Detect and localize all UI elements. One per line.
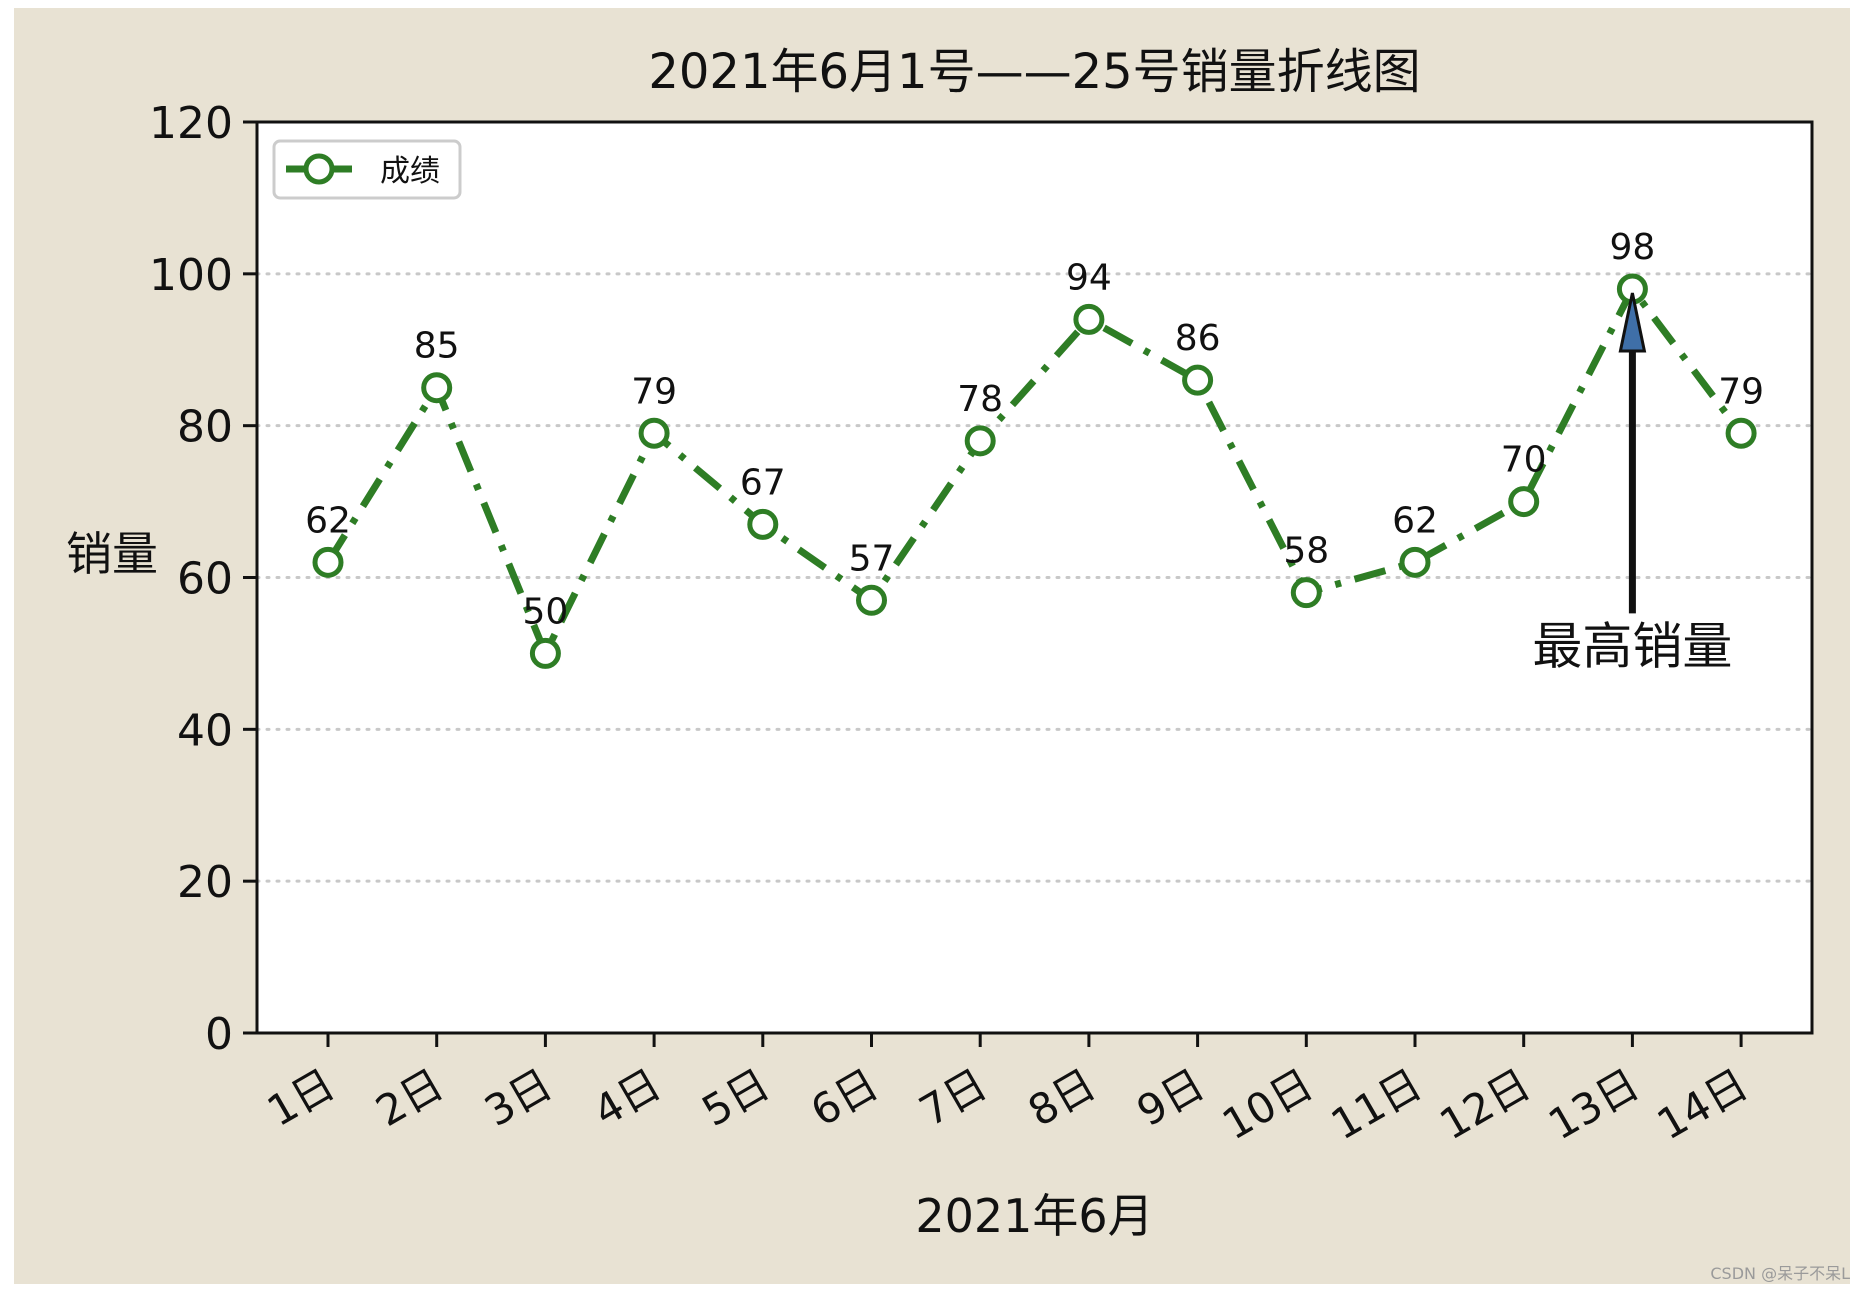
data-point xyxy=(421,372,453,404)
y-tick-label: 120 xyxy=(149,98,233,149)
y-tick-label: 80 xyxy=(177,402,233,453)
watermark: CSDN @呆子不呆L xyxy=(1710,1264,1850,1283)
data-label: 79 xyxy=(631,371,677,412)
plot-frame xyxy=(255,120,1814,1035)
data-label: 78 xyxy=(957,379,1003,420)
data-label: 62 xyxy=(1392,500,1438,541)
annotation-text: 最高销量 xyxy=(1532,617,1732,675)
data-point xyxy=(1290,577,1322,609)
data-label: 50 xyxy=(522,591,568,632)
data-point xyxy=(1399,546,1431,578)
data-label: 98 xyxy=(1609,227,1655,268)
y-tick-label: 0 xyxy=(205,1009,233,1060)
data-point xyxy=(312,546,344,578)
x-axis-label: 2021年6月 xyxy=(915,1189,1153,1243)
y-axis-label: 销量 xyxy=(66,527,158,581)
annotation-arrow-head xyxy=(1618,292,1647,353)
data-point xyxy=(856,584,887,616)
y-tick-label: 100 xyxy=(149,250,233,301)
legend-marker xyxy=(303,153,335,185)
data-label: 85 xyxy=(414,326,460,367)
data-point xyxy=(1725,417,1757,449)
data-label: 62 xyxy=(305,500,351,541)
data-point xyxy=(529,637,561,669)
data-label: 67 xyxy=(740,462,786,503)
data-point xyxy=(1182,364,1214,396)
data-label: 70 xyxy=(1501,440,1547,481)
data-label: 79 xyxy=(1718,371,1764,412)
legend: 成绩 xyxy=(272,139,462,200)
data-point xyxy=(1073,303,1105,335)
data-point xyxy=(747,508,779,540)
chart-title: 2021年6月1号——25号销量折线图 xyxy=(648,44,1420,100)
data-label: 86 xyxy=(1175,318,1221,359)
data-label: 57 xyxy=(849,538,895,579)
y-tick-label: 40 xyxy=(177,705,233,756)
data-point xyxy=(1508,486,1540,518)
legend-label: 成绩 xyxy=(380,154,440,189)
y-tick-label: 20 xyxy=(177,857,233,908)
y-tick-label: 60 xyxy=(177,554,233,605)
series-line xyxy=(325,285,1744,657)
data-point xyxy=(964,425,996,457)
data-label: 58 xyxy=(1283,531,1329,572)
data-label: 94 xyxy=(1066,257,1112,298)
data-point xyxy=(638,417,670,449)
